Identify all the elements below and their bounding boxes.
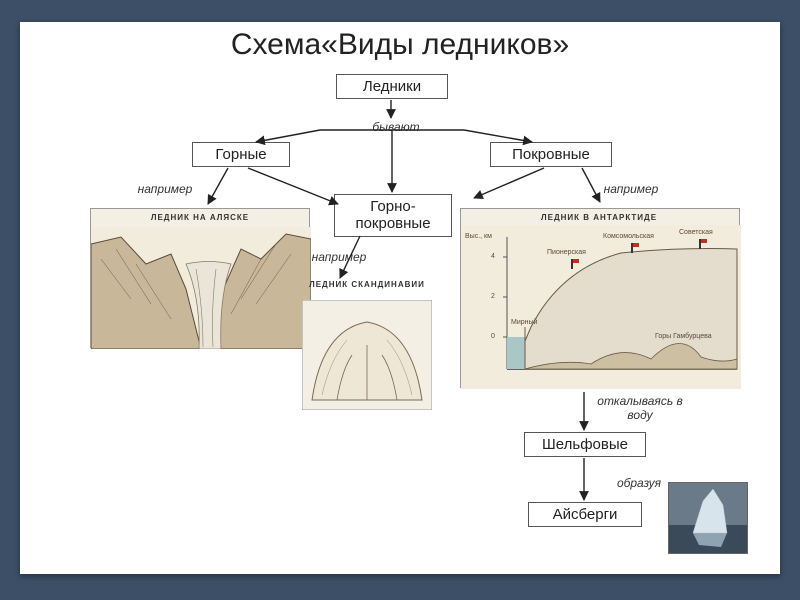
node-label: Шельфовые — [542, 436, 628, 453]
node-label: Горные — [215, 146, 266, 163]
edge-label-byvayut: бывают — [356, 120, 436, 134]
node-gornye: Горные — [192, 142, 290, 167]
illustration-antarctica: ЛЕДНИК В АНТАРКТИДЕ Выс., км 4 2 0 — [460, 208, 740, 388]
node-gorno-pokrovnye: Горно- покровные — [334, 194, 452, 237]
node-pokrovnye: Покровные — [490, 142, 612, 167]
left-label: Мирный — [511, 319, 537, 326]
illustration-scandinavia: ЛЕДНИК СКАНДИНАВИИ — [302, 300, 432, 410]
station-label: Пионерская — [547, 249, 586, 256]
station-label: Советская — [679, 229, 713, 236]
illustration-alaska: ЛЕДНИК НА АЛЯСКЕ — [90, 208, 310, 348]
edge-label-naprimer-left: например — [130, 182, 200, 196]
tick-2: 2 — [491, 293, 495, 300]
tick-0: 0 — [491, 333, 495, 340]
edge-label-otkal: откалываясь в воду — [580, 394, 700, 422]
node-root: Ледники — [336, 74, 448, 99]
node-label: Ледники — [363, 78, 421, 95]
edge-label-obrazuya: образуя — [604, 476, 674, 490]
station-label: Комсомольская — [603, 233, 654, 240]
flag-icon — [631, 243, 633, 253]
node-shelfovye: Шельфовые — [524, 432, 646, 457]
tick-4: 4 — [491, 253, 495, 260]
node-label: Айсберги — [553, 506, 618, 523]
illustration-caption: ЛЕДНИК СКАНДИНАВИИ — [292, 280, 442, 289]
axis-title: Выс., км — [465, 233, 492, 240]
slide: Схема«Виды ледников» Ледники Горные Покр… — [20, 22, 780, 574]
peak-label: Горы Гамбурцева — [655, 333, 712, 340]
node-label: Покровные — [512, 146, 590, 163]
edge-label-naprimer-right: например — [596, 182, 666, 196]
diagram-title: Схема«Виды ледников» — [20, 28, 780, 62]
node-label: Горно- покровные — [355, 198, 430, 232]
edge-label-naprimer-mid: например — [304, 250, 374, 264]
flag-icon — [571, 259, 573, 269]
photo-iceberg — [668, 482, 748, 554]
flag-icon — [699, 239, 701, 249]
node-aysbergi: Айсберги — [528, 502, 642, 527]
